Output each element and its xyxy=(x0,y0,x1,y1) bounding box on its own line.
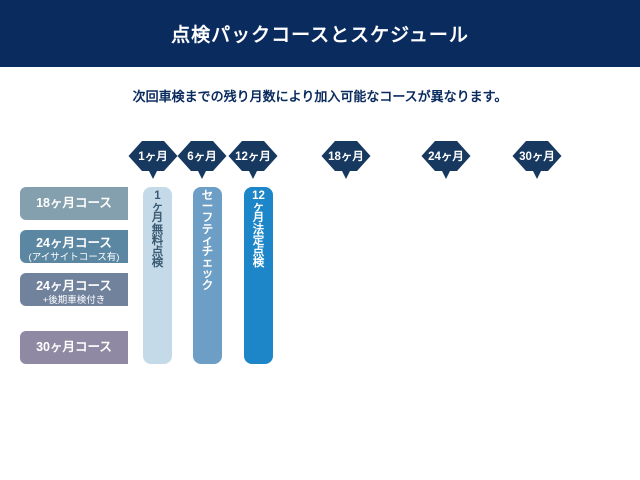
svg-text:1ヶ月: 1ヶ月 xyxy=(138,150,167,163)
svg-text:6ヶ月: 6ヶ月 xyxy=(187,150,216,163)
svg-text:30ヶ月: 30ヶ月 xyxy=(519,150,555,163)
svg-text:24ヶ月: 24ヶ月 xyxy=(428,150,464,163)
svg-text:18ヶ月: 18ヶ月 xyxy=(328,150,364,163)
svg-text:12ヶ月: 12ヶ月 xyxy=(235,150,271,163)
